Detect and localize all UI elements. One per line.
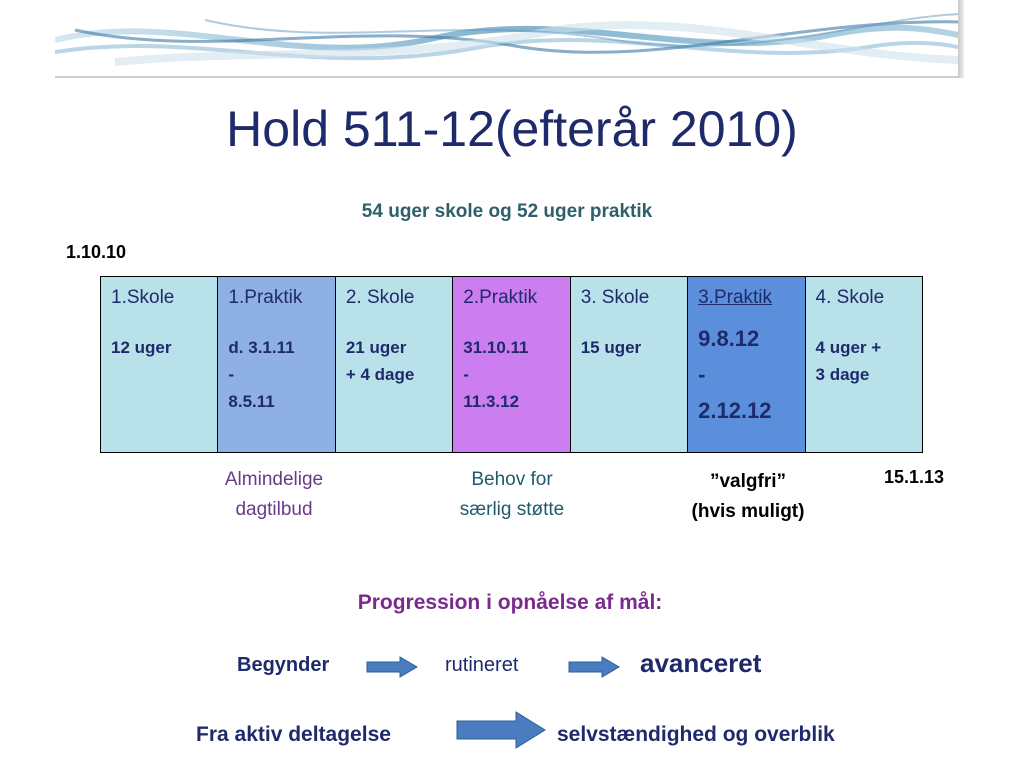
period-name: 3. Skole xyxy=(580,287,650,308)
period-3-skole: 3. Skole 15 uger xyxy=(570,277,689,452)
step-aktiv-deltagelse: Fra aktiv deltagelse xyxy=(196,723,391,746)
arrow-right-icon xyxy=(456,711,546,749)
header-shadow xyxy=(958,0,964,78)
period-detail: 9.8.12 - 2.12.12 xyxy=(698,326,772,423)
period-3-praktik: 3.Praktik 9.8.12 - 2.12.12 xyxy=(688,277,806,452)
period-name: 2. Skole xyxy=(345,287,415,308)
period-1-praktik: 1.Praktik d. 3.1.11 - 8.5.11 xyxy=(218,277,336,452)
period-detail: 4 uger + 3 dage xyxy=(815,338,882,384)
period-detail: 12 uger xyxy=(111,338,172,357)
start-date: 1.10.10 xyxy=(66,242,127,262)
note-almindelige-dagtilbud: Almindelige dagtilbud xyxy=(224,469,324,520)
period-name: 4. Skole xyxy=(815,287,885,308)
slide-title: Hold 511-12(efterår 2010) xyxy=(226,101,798,157)
period-2-skole: 2. Skole 21 uger + 4 dage xyxy=(335,277,454,452)
period-2-praktik: 2.Praktik 31.10.11 - 11.3.12 xyxy=(453,277,571,452)
period-name: 2.Praktik xyxy=(463,287,538,308)
end-date: 15.1.13 xyxy=(884,467,945,487)
period-1-skole: 1.Skole 12 uger xyxy=(101,277,219,452)
slide-subtitle: 54 uger skole og 52 uger praktik xyxy=(361,201,653,222)
timeline-table: 1.Skole 12 uger 1.Praktik d. 3.1.11 - 8.… xyxy=(100,276,923,453)
note-valgfri: ”valgfri” (hvis muligt) xyxy=(691,471,805,522)
arrow-right-icon xyxy=(366,656,418,678)
step-begynder: Begynder xyxy=(237,654,330,676)
period-detail: d. 3.1.11 - 8.5.11 xyxy=(228,338,295,411)
arrow-right-icon xyxy=(568,656,620,678)
period-detail: 21 uger + 4 dage xyxy=(345,338,415,384)
step-rutineret: rutineret xyxy=(445,654,519,676)
step-selvstaendighed: selvstændighed og overblik xyxy=(557,723,835,746)
period-name: 1.Praktik xyxy=(228,287,303,308)
header-wave-graphic xyxy=(55,13,963,66)
period-detail: 15 uger xyxy=(580,338,642,357)
progression-title: Progression i opnåelse af mål: xyxy=(357,591,663,614)
period-name: 1.Skole xyxy=(111,287,175,308)
period-4-skole: 4. Skole 4 uger + 3 dage xyxy=(805,277,922,452)
note-behov-for-stoette: Behov for særlig støtte xyxy=(459,469,565,520)
header-divider xyxy=(55,76,960,78)
step-avanceret: avanceret xyxy=(640,648,762,678)
period-name: 3.Praktik xyxy=(698,287,773,308)
period-detail: 31.10.11 - 11.3.12 xyxy=(463,338,529,411)
